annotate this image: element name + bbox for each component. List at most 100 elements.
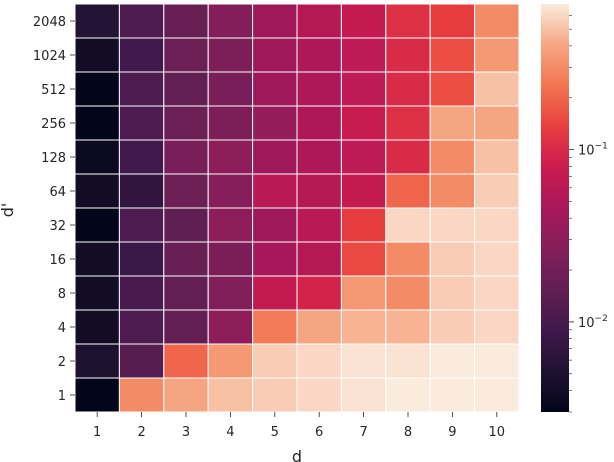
y-axis: 2048 1024 512 256 128 64 32 16 8 4 2 1 <box>33 15 75 404</box>
heatmap-cell <box>163 377 209 413</box>
heatmap-cell <box>296 3 342 39</box>
heatmap-cell <box>252 241 298 277</box>
heatmap-cell <box>474 37 520 73</box>
heatmap-cell <box>296 309 342 345</box>
heatmap-cell <box>385 3 431 39</box>
heatmap-cell <box>340 275 387 311</box>
heatmap-cell <box>340 309 387 345</box>
heatmap-cell <box>429 207 476 243</box>
heatmap-cell <box>474 3 520 39</box>
heatmap-cell <box>429 37 476 73</box>
heatmap-cell <box>207 105 254 141</box>
x-tick-label: 2 <box>137 425 145 440</box>
heatmap-cell <box>385 139 431 175</box>
heatmap-cell <box>163 309 209 345</box>
y-tick-label: 32 <box>49 219 66 234</box>
y-tick-label: 8 <box>58 287 66 302</box>
heatmap-cell <box>385 241 431 277</box>
heatmap-cell <box>74 173 120 209</box>
heatmap-cell <box>207 377 254 413</box>
heatmap-cell <box>163 139 209 175</box>
heatmap-cell <box>474 71 520 107</box>
colorbar-ticks: 10−1 10−2 <box>569 15 608 413</box>
heatmap-cell <box>296 37 342 73</box>
heatmap-cell <box>252 3 298 39</box>
x-tick-label: 9 <box>448 425 456 440</box>
heatmap-cell <box>340 105 387 141</box>
heatmap-cell <box>429 173 476 209</box>
y-tick-label: 256 <box>41 117 66 132</box>
heatmap-cell <box>385 377 431 413</box>
heatmap-cell <box>385 105 431 141</box>
heatmap-cell <box>118 275 165 311</box>
heatmap-cell <box>296 71 342 107</box>
heatmap-cell <box>74 3 120 39</box>
heatmap-cell <box>385 309 431 345</box>
x-axis: 1 2 3 4 5 6 7 8 9 10 <box>93 412 505 440</box>
y-tick-label: 1 <box>58 389 66 404</box>
heatmap-cell <box>163 343 209 379</box>
heatmap-cell <box>163 105 209 141</box>
heatmap-cell <box>474 173 520 209</box>
heatmap-cell <box>163 71 209 107</box>
heatmap-cell <box>252 275 298 311</box>
heatmap-cell <box>207 207 254 243</box>
heatmap-cell <box>340 3 387 39</box>
y-axis-label: d' <box>0 203 17 218</box>
x-tick-label: 6 <box>315 425 323 440</box>
heatmap-cell <box>207 37 254 73</box>
heatmap-cell <box>252 377 298 413</box>
heatmap-cell <box>74 207 120 243</box>
y-tick-label: 1024 <box>33 49 66 64</box>
y-tick-label: 2 <box>58 355 66 370</box>
heatmap-cell <box>118 377 165 413</box>
heatmap-cell <box>296 377 342 413</box>
heatmap-cell <box>296 139 342 175</box>
heatmap-cell <box>429 309 476 345</box>
heatmap-cell <box>74 377 120 413</box>
heatmap-cell <box>118 71 165 107</box>
colorbar-tick-label: 10−2 <box>578 314 608 331</box>
heatmap-cell <box>340 173 387 209</box>
heatmap-cell <box>252 105 298 141</box>
heatmap-cell <box>118 343 165 379</box>
heatmap-cell <box>252 71 298 107</box>
x-tick-label: 3 <box>182 425 190 440</box>
heatmap-cell <box>118 207 165 243</box>
heatmap-cell <box>474 241 520 277</box>
heatmap-cell <box>163 37 209 73</box>
x-tick-label: 7 <box>359 425 367 440</box>
y-tick-label: 128 <box>41 151 66 166</box>
heatmap-cell <box>207 309 254 345</box>
heatmap-cell <box>429 139 476 175</box>
heatmap-cell <box>207 139 254 175</box>
heatmap-cell <box>118 37 165 73</box>
heatmap-cell <box>252 207 298 243</box>
heatmap-cell <box>207 275 254 311</box>
heatmap-cell <box>118 241 165 277</box>
heatmap-cell <box>163 241 209 277</box>
x-tick-label: 10 <box>489 425 506 440</box>
heatmap-cell <box>474 139 520 175</box>
heatmap-cell <box>118 3 165 39</box>
heatmap-cell <box>252 173 298 209</box>
heatmap-cell <box>118 139 165 175</box>
heatmap-cell <box>296 241 342 277</box>
x-tick-label: 8 <box>404 425 412 440</box>
x-tick-label: 5 <box>271 425 279 440</box>
heatmap-cell <box>474 343 520 379</box>
heatmap-cell <box>340 71 387 107</box>
heatmap-cell <box>340 377 387 413</box>
heatmap-cell <box>429 3 476 39</box>
colorbar-tick-label: 10−1 <box>578 142 608 159</box>
heatmap-cell <box>207 173 254 209</box>
heatmap-cell <box>385 207 431 243</box>
heatmap-cell <box>429 105 476 141</box>
heatmap-cell <box>296 207 342 243</box>
heatmap-cell <box>296 173 342 209</box>
heatmap-cell <box>340 139 387 175</box>
heatmap-cell <box>118 309 165 345</box>
heatmap-cell <box>474 105 520 141</box>
heatmap-cell <box>296 275 342 311</box>
